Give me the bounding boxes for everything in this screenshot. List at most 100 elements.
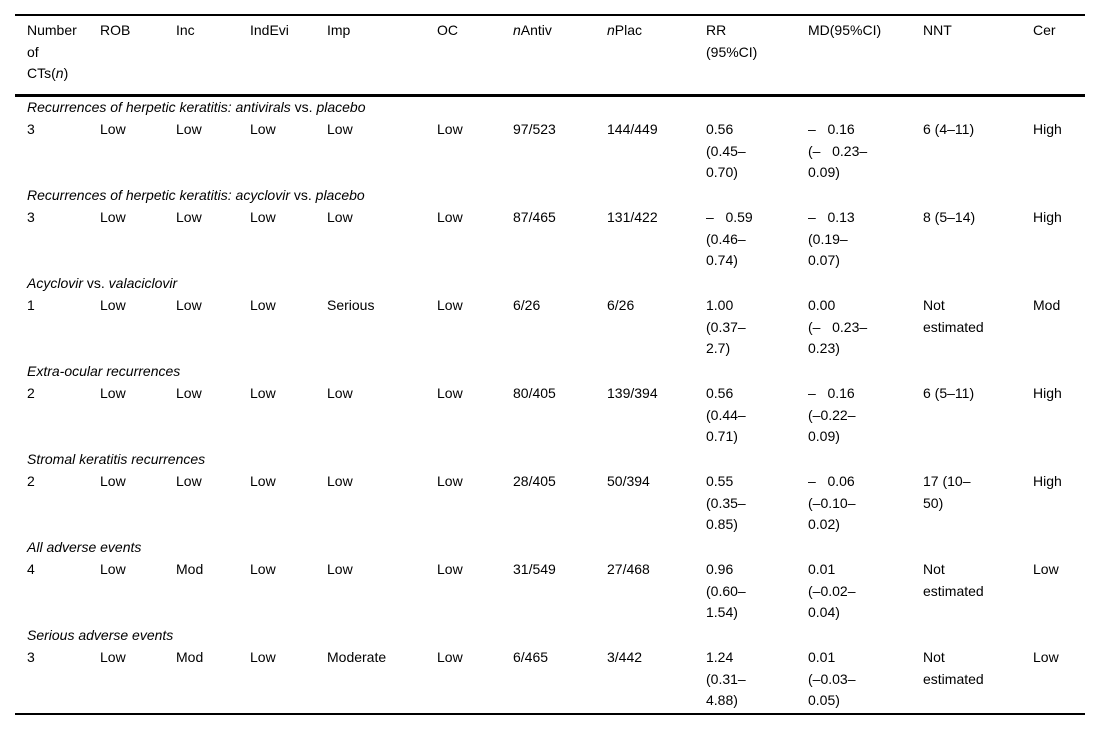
table-cell: Low [327,473,353,489]
table-cell: Low [327,121,353,137]
table-cell: Low [100,649,126,665]
table-cell: – 0.13 (0.19– 0.07) [808,209,855,268]
column-header-number-of-cts: Number of CTs(n) [27,22,77,81]
table-cell: 0.96 (0.60– 1.54) [706,561,746,620]
section-title: Stromal keratitis recurrences [27,451,206,467]
table-cell: Mod [176,649,204,665]
table-cell: Low [327,385,353,401]
table-cell: – 0.06 (–0.10– 0.02) [808,473,856,532]
section-title-row: Recurrences of herpetic keratitis: acycl… [15,185,1085,207]
table-cell: High [1033,121,1062,137]
section-title-row: Recurrences of herpetic keratitis: antiv… [15,96,1085,120]
table-cell: 50/394 [607,473,650,489]
table-cell: Low [100,473,126,489]
table-cell: Low [250,297,276,313]
table-cell: Not estimated [923,297,984,335]
table-cell: 1 [27,297,35,313]
table-cell: 0.56 (0.45– 0.70) [706,121,746,180]
column-header-nnt: NNT [923,22,952,38]
table-cell: Low [1033,561,1059,577]
table-cell: 28/405 [513,473,556,489]
table-cell: Low [176,473,202,489]
section-title-row: Serious adverse events [15,625,1085,647]
table-cell: Low [250,385,276,401]
table-cell: Low [176,209,202,225]
table-cell: 6/465 [513,649,549,665]
table-cell: Low [437,209,463,225]
table-cell: – 0.16 (– 0.23– 0.09) [808,121,868,180]
table-cell: 27/468 [607,561,650,577]
header-row: Number of CTs(n) ROB Inc IndEvi Imp OC n… [15,15,1085,96]
table-cell: Mod [176,561,204,577]
table-cell: Low [250,649,276,665]
table-cell: Low [1033,649,1059,665]
evidence-summary-table: Number of CTs(n) ROB Inc IndEvi Imp OC n… [15,14,1085,715]
table-cell: 3/442 [607,649,643,665]
table-cell: Low [250,561,276,577]
table-cell: Not estimated [923,561,984,599]
table-cell: 144/449 [607,121,658,137]
table-cell: 3 [27,649,35,665]
section-title-row: Stromal keratitis recurrences [15,449,1085,471]
table-cell: 0.01 (–0.03– 0.05) [808,649,856,708]
table-cell: Low [100,297,126,313]
table-cell: 6/26 [513,297,541,313]
column-header-oc: OC [437,22,458,38]
column-header-nplac: nPlac [607,22,643,38]
section-title: Extra-ocular recurrences [27,363,181,379]
table-cell: High [1033,385,1062,401]
table-cell: 1.00 (0.37– 2.7) [706,297,746,356]
table-cell: Low [327,209,353,225]
table-cell: 80/405 [513,385,556,401]
table-cell: Low [176,385,202,401]
table-cell: 97/523 [513,121,556,137]
table-cell: 0.56 (0.44– 0.71) [706,385,746,444]
table-cell: Low [100,385,126,401]
column-header-rob: ROB [100,22,131,38]
table-cell: 6/26 [607,297,635,313]
table-cell: 0.01 (–0.02– 0.04) [808,561,856,620]
table-cell: Low [437,561,463,577]
table-cell: 4 [27,561,35,577]
table-cell: Low [437,121,463,137]
table-cell: 6 (5–11) [923,385,975,401]
table-cell: High [1033,209,1062,225]
table-cell: Moderate [327,649,387,665]
section-title-row: Extra-ocular recurrences [15,361,1085,383]
table-cell: 87/465 [513,209,556,225]
table-cell: Mod [1033,297,1061,313]
table-cell: 17 (10– 50) [923,473,971,511]
column-header-nantiv: nAntiv [513,22,552,38]
table-cell: Low [100,121,126,137]
table-cell: 31/549 [513,561,556,577]
table-cell: Not estimated [923,649,984,687]
table-cell: Low [176,297,202,313]
table-cell: 8 (5–14) [923,209,976,225]
table-cell: Serious [327,297,375,313]
table-cell: 139/394 [607,385,658,401]
table-cell: Low [437,649,463,665]
table-row: 3 Low Mod Low Moderate Low 6/465 3/442 1… [15,647,1085,714]
column-header-cer: Cer [1033,22,1056,38]
table-cell: 0.55 (0.35– 0.85) [706,473,746,532]
table-cell: Low [176,121,202,137]
table-cell: Low [437,297,463,313]
section-title: Recurrences of herpetic keratitis: antiv… [27,99,366,115]
table-cell: – 0.16 (–0.22– 0.09) [808,385,856,444]
column-header-inc: Inc [176,22,195,38]
section-title-row: Acyclovir vs. valaciclovir [15,273,1085,295]
section-title: Recurrences of herpetic keratitis: acycl… [27,187,365,203]
column-header-rr: RR (95%CI) [706,22,758,60]
table-cell: 131/422 [607,209,658,225]
table-cell: Low [327,561,353,577]
table-row: 2 Low Low Low Low Low 80/405 139/394 0.5… [15,383,1085,449]
section-title-row: All adverse events [15,537,1085,559]
table-cell: Low [100,209,126,225]
table-cell: High [1033,473,1062,489]
table-cell: 6 (4–11) [923,121,975,137]
table-row: 4 Low Mod Low Low Low 31/549 27/468 0.96… [15,559,1085,625]
table-cell: Low [100,561,126,577]
section-title: Acyclovir vs. valaciclovir [27,275,178,291]
table-cell: 3 [27,121,35,137]
table-row: 2 Low Low Low Low Low 28/405 50/394 0.55… [15,471,1085,537]
